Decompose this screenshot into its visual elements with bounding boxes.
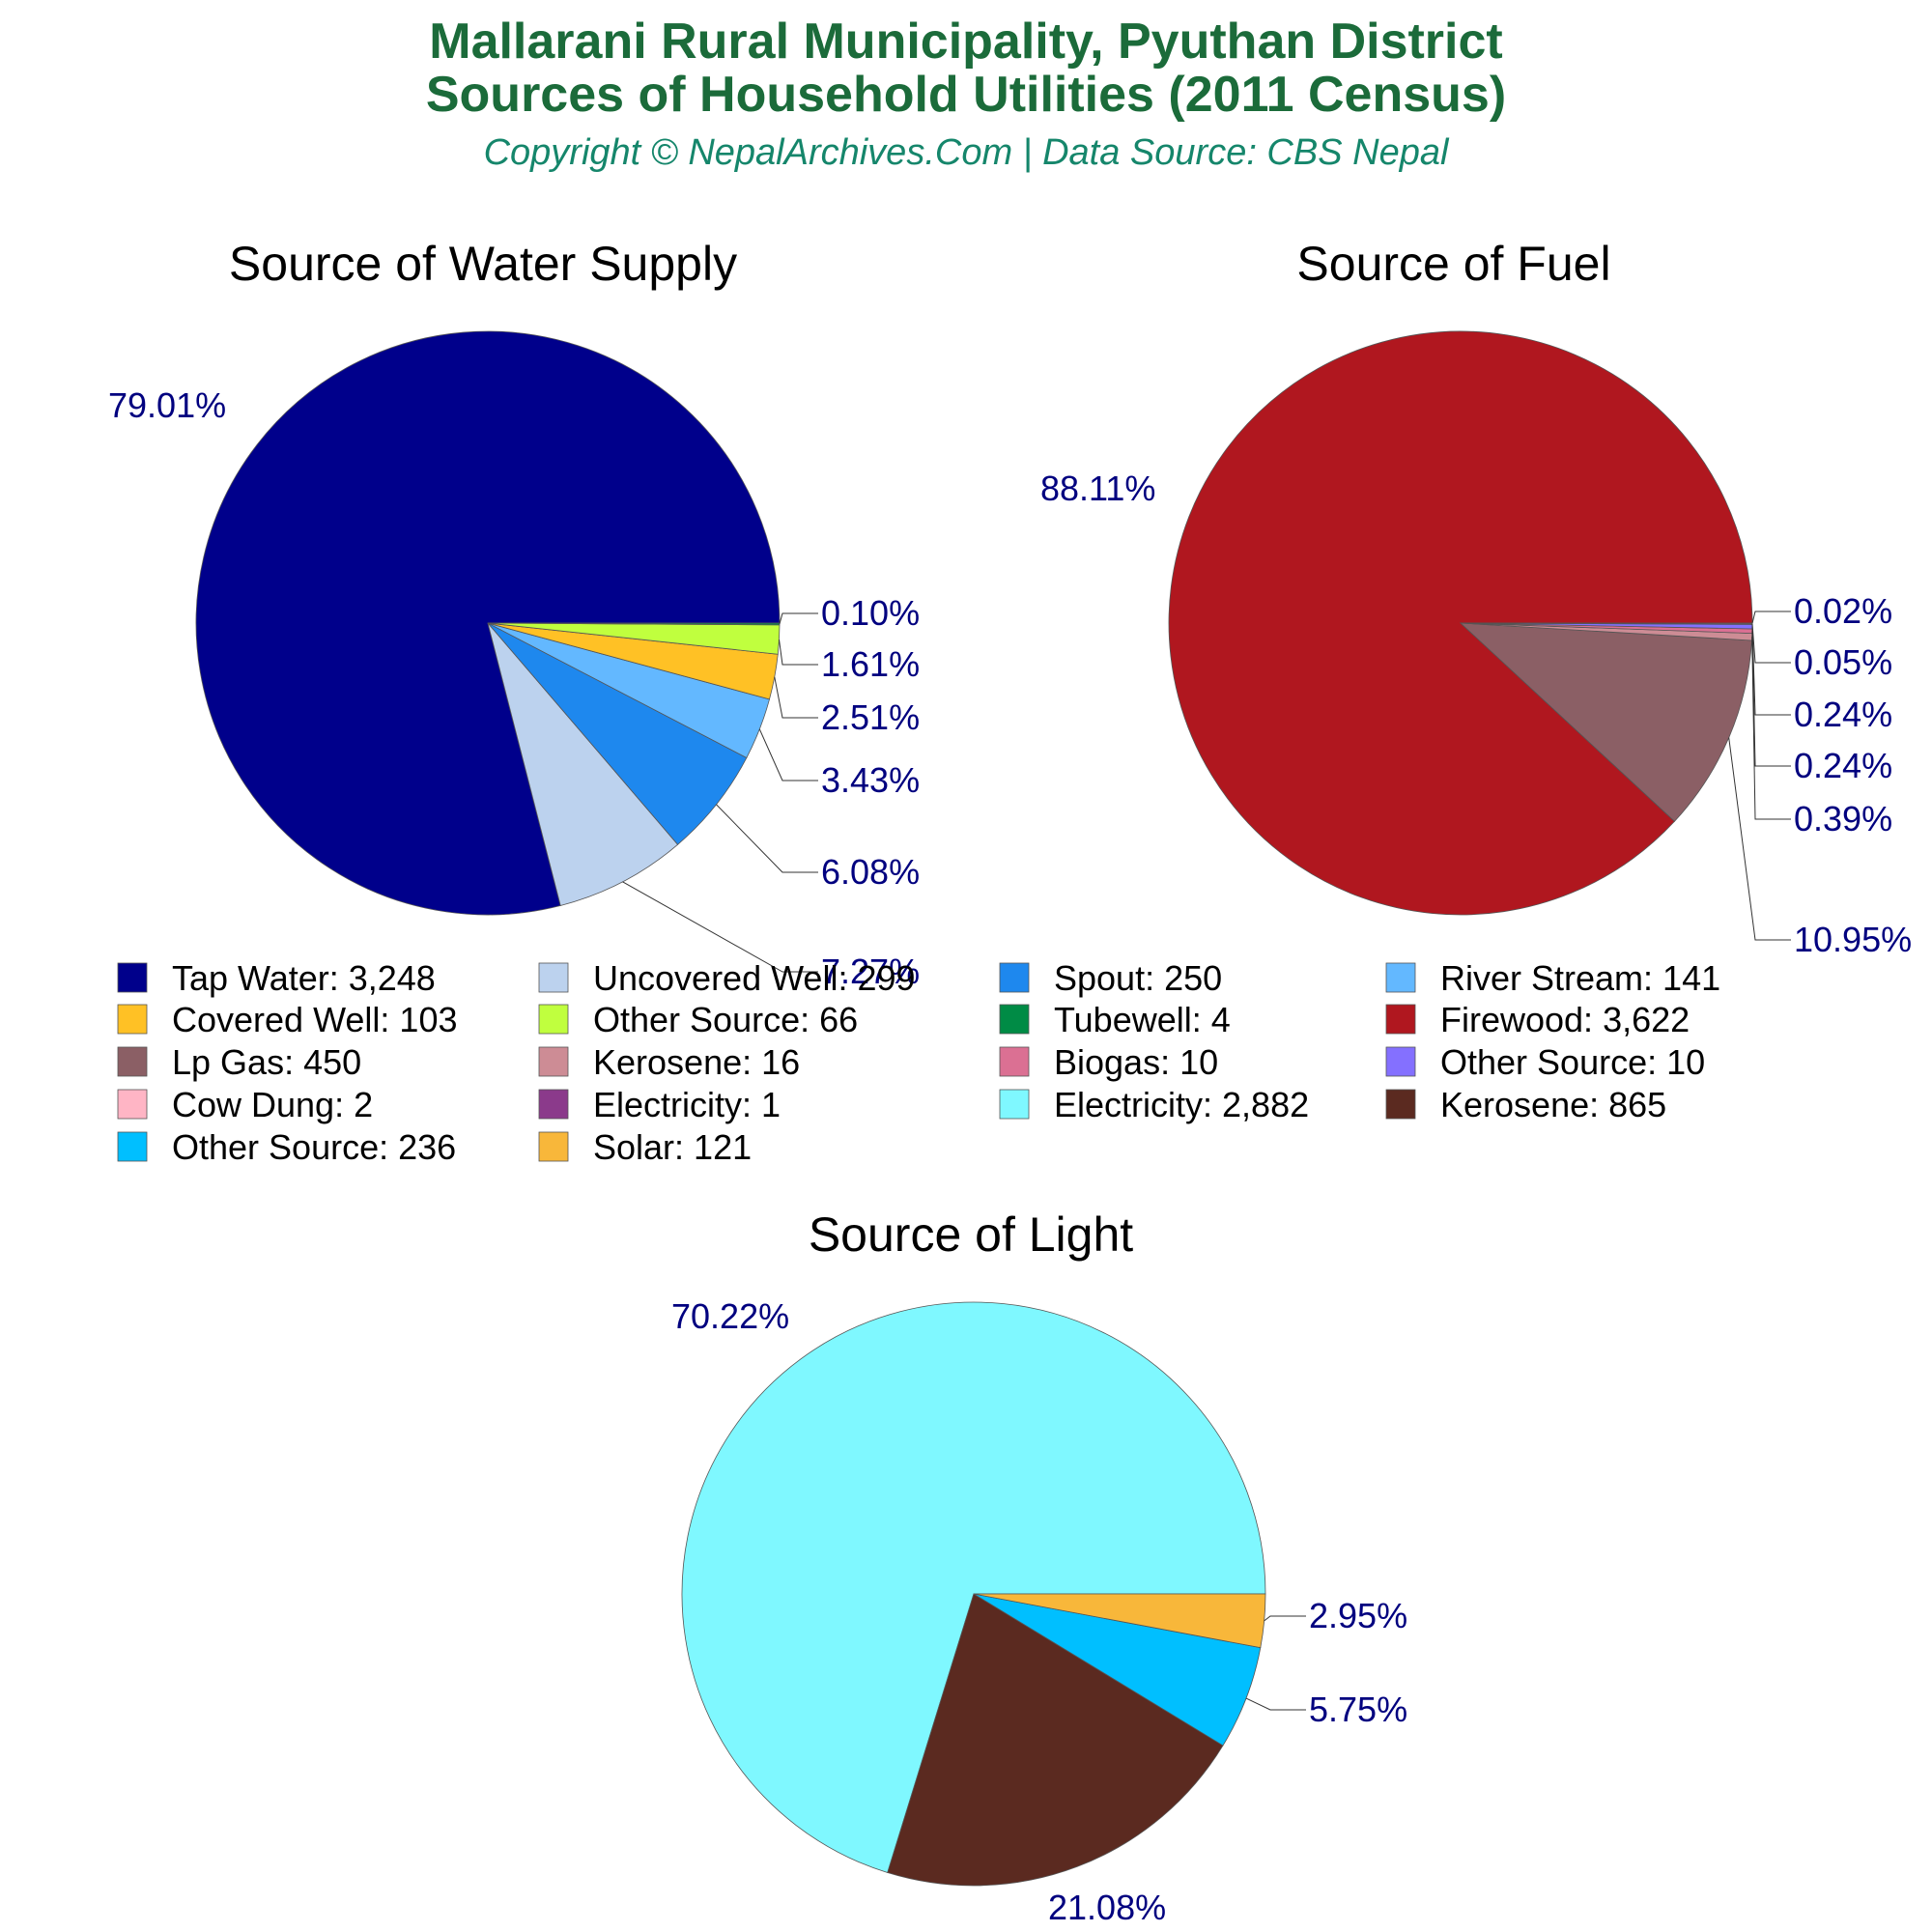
fuel-label-lp-gas: 10.95% — [1794, 920, 1912, 959]
legend-swatch-tubewell — [999, 1004, 1030, 1035]
legend-label-electricity: Electricity: 2,882 — [1054, 1085, 1309, 1124]
fuel-label-electricity: 0.02% — [1794, 591, 1892, 631]
legend-swatch-tap-water — [117, 962, 148, 993]
water-label-other-source: 1.61% — [821, 644, 920, 684]
legend-label-other-source: Other Source: 66 — [593, 1000, 858, 1039]
fuel-label-other-source: 0.24% — [1794, 695, 1892, 734]
light-slice-kerosene — [887, 1593, 1224, 1887]
fuel-leader-biogas — [1751, 631, 1791, 767]
legend-swatch-kerosene — [1385, 1089, 1416, 1120]
water-label-uncovered-well: 7.27% — [821, 952, 920, 991]
light-slice-electricity — [681, 1301, 1266, 1874]
legend-label-spout: Spout: 250 — [1054, 958, 1222, 998]
water-pie-title: Source of Water Supply — [229, 237, 737, 291]
water-supply-pie: 79.01% 7.27% 6.08% 3.43% 2.51% 1.61% 0.10% — [108, 330, 920, 991]
legend-label-firewood: Firewood: 3,622 — [1440, 1000, 1690, 1039]
light-label-electricity: 70.22% — [671, 1296, 789, 1336]
legend-label-river-stream: River Stream: 141 — [1440, 958, 1720, 998]
fuel-leader-cow-dung — [1751, 623, 1791, 664]
fuel-label-biogas: 0.24% — [1794, 746, 1892, 785]
legend-swatch-lp-gas — [117, 1046, 148, 1077]
fuel-leader-other-source — [1751, 626, 1791, 716]
fuel-leader-kerosene — [1751, 637, 1791, 820]
legend-swatch-other-source — [1385, 1046, 1416, 1077]
light-pie: 70.22% 21.08% 5.75% 2.95% — [671, 1296, 1407, 1927]
water-leader-covered-well — [774, 676, 818, 719]
light-pie-title: Source of Light — [809, 1208, 1133, 1262]
chart-title-line2: Sources of Household Utilities (2011 Cen… — [426, 67, 1506, 123]
water-label-tap-water: 79.01% — [108, 385, 226, 425]
legend-swatch-electricity — [999, 1089, 1030, 1120]
legend-swatch-solar — [538, 1131, 569, 1162]
fuel-label-cow-dung: 0.05% — [1794, 642, 1892, 682]
legend-swatch-other-source — [538, 1004, 569, 1035]
water-label-tubewell: 0.10% — [821, 593, 920, 633]
water-leader-uncovered-well — [622, 881, 818, 973]
legend-swatch-cow-dung — [117, 1089, 148, 1120]
water-leader-other-source — [779, 639, 818, 666]
legend-swatch-river-stream — [1385, 962, 1416, 993]
chart-title-line1: Mallarani Rural Municipality, Pyuthan Di… — [429, 14, 1502, 70]
fuel-slice-lp-gas — [1459, 622, 1752, 822]
water-leader-spout — [716, 804, 818, 873]
light-leader-solar — [1264, 1615, 1306, 1622]
water-label-spout: 6.08% — [821, 852, 920, 892]
legend-label-solar: Solar: 121 — [593, 1127, 752, 1167]
fuel-label-kerosene: 0.39% — [1794, 799, 1892, 838]
light-label-solar: 2.95% — [1309, 1596, 1407, 1635]
legend-label-electricity: Electricity: 1 — [593, 1085, 781, 1124]
light-label-kerosene: 21.08% — [1048, 1888, 1166, 1927]
chart-subtitle: Copyright © NepalArchives.Com | Data Sou… — [484, 132, 1450, 173]
legend-swatch-kerosene — [538, 1046, 569, 1077]
legend-swatch-uncovered-well — [538, 962, 569, 993]
legend-swatch-firewood — [1385, 1004, 1416, 1035]
legend-swatch-biogas — [999, 1046, 1030, 1077]
fuel-pie: 88.11% 10.95% 0.39% 0.24% 0.24% 0.05% 0.02% — [1040, 330, 1912, 959]
legend-label-other-source: Other Source: 236 — [172, 1127, 456, 1167]
water-label-river-stream: 3.43% — [821, 760, 920, 800]
legend-label-tap-water: Tap Water: 3,248 — [172, 958, 436, 998]
legend-swatch-covered-well — [117, 1004, 148, 1035]
legend-swatch-other-source — [117, 1131, 148, 1162]
legend: Tap Water: 3,248 Uncovered Well: 299 Spout… — [117, 958, 1720, 1167]
legend-swatch-spout — [999, 962, 1030, 993]
legend-label-covered-well: Covered Well: 103 — [172, 1000, 458, 1039]
water-leader-tubewell — [779, 612, 818, 625]
light-slice-solar — [973, 1593, 1266, 1649]
light-leader-other-source — [1245, 1697, 1306, 1711]
legend-label-biogas: Biogas: 10 — [1054, 1042, 1218, 1082]
legend-label-uncovered-well: Uncovered Well: 299 — [593, 958, 916, 998]
legend-label-kerosene: Kerosene: 865 — [1440, 1085, 1666, 1124]
legend-label-kerosene: Kerosene: 16 — [593, 1042, 800, 1082]
fuel-leader-lp-gas — [1728, 737, 1791, 941]
fuel-leader-electricity — [1751, 611, 1791, 624]
light-label-other-source: 5.75% — [1309, 1690, 1407, 1729]
water-leader-river-stream — [758, 728, 818, 781]
legend-label-lp-gas: Lp Gas: 450 — [172, 1042, 361, 1082]
legend-label-other-source: Other Source: 10 — [1440, 1042, 1705, 1082]
fuel-label-firewood: 88.11% — [1040, 469, 1155, 508]
water-label-covered-well: 2.51% — [821, 697, 920, 737]
fuel-pie-title: Source of Fuel — [1296, 237, 1610, 291]
legend-label-tubewell: Tubewell: 4 — [1054, 1000, 1231, 1039]
legend-swatch-electricity — [538, 1089, 569, 1120]
legend-label-cow-dung: Cow Dung: 2 — [172, 1085, 373, 1124]
